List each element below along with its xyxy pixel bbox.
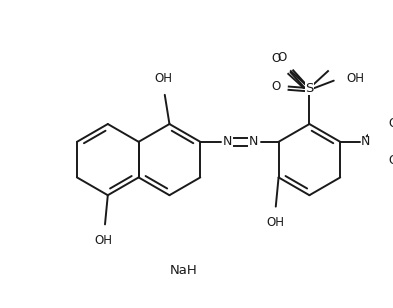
Text: O: O <box>388 117 393 130</box>
Text: O: O <box>271 52 281 65</box>
Text: N: N <box>222 135 231 148</box>
Text: N: N <box>361 135 371 148</box>
Text: OH: OH <box>267 216 285 229</box>
Text: S: S <box>305 82 314 95</box>
Text: OH: OH <box>94 234 112 247</box>
Text: O: O <box>271 80 280 93</box>
Text: O: O <box>388 154 393 167</box>
Text: NaH: NaH <box>170 264 197 277</box>
Text: S: S <box>305 82 314 95</box>
Text: O: O <box>278 51 287 64</box>
Text: N: N <box>249 135 258 148</box>
Text: OH: OH <box>154 72 172 86</box>
Text: OH: OH <box>347 72 365 85</box>
